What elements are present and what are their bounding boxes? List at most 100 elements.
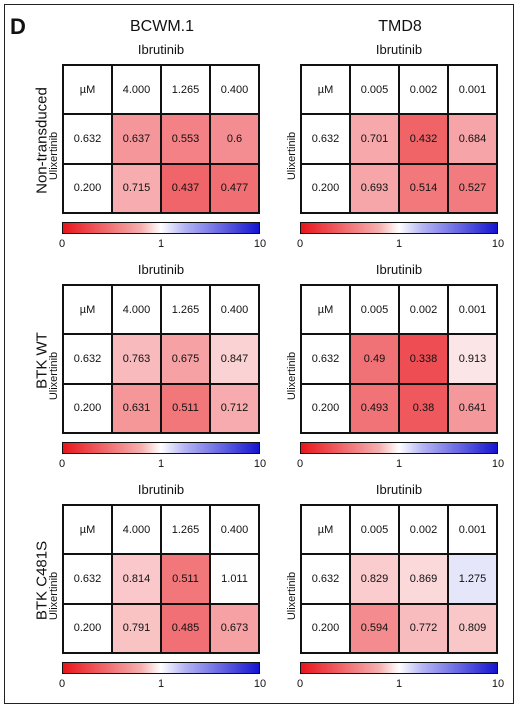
heatmap-cell: 0.693 — [350, 163, 399, 213]
drug-side-label: Ulixertinib — [48, 351, 60, 401]
ulixertinib-dose-0: 0.632 — [63, 114, 112, 164]
heatmap-cell: 0.553 — [161, 114, 210, 164]
heatmap-panel-5: µM 0.005 0.002 0.001 0.632 0.829 0.869 1.275 0.2… — [300, 504, 498, 654]
heatmap-cell: 0.772 — [399, 603, 448, 653]
colorbar-tick: 10 — [253, 238, 267, 250]
figure-frame — [4, 4, 514, 704]
heatmap-cell: 0.493 — [350, 383, 399, 433]
column-title-tmd8: TMD8 — [378, 18, 422, 35]
ibrutinib-dose-2: 0.400 — [210, 505, 259, 555]
heatmap-cell: 0.338 — [399, 334, 448, 384]
colorbar-tick: 1 — [395, 678, 403, 690]
colorbar: 0 1 10 — [59, 442, 266, 472]
heatmap-cell: 0.594 — [350, 603, 399, 653]
ibrutinib-dose-0: 0.005 — [350, 505, 399, 555]
drug-top-label: Ibrutinib — [137, 262, 185, 277]
unit-cell: µM — [301, 505, 350, 555]
heatmap-cell: 0.511 — [161, 554, 210, 604]
ibrutinib-dose-1: 1.265 — [161, 285, 210, 335]
colorbar-tick: 10 — [253, 678, 267, 690]
colorbar-gradient — [62, 662, 260, 674]
heatmap-panel-4: µM 4.000 1.265 0.400 0.632 0.814 0.511 1.011 0.2… — [62, 504, 260, 654]
drug-top-label: Ibrutinib — [137, 482, 185, 497]
unit-cell: µM — [63, 505, 112, 555]
panel-letter: D — [10, 14, 26, 39]
colorbar-tick: 1 — [395, 238, 403, 250]
ulixertinib-dose-1: 0.200 — [63, 163, 112, 213]
heatmap-cell: 0.913 — [448, 334, 497, 384]
ibrutinib-dose-1: 1.265 — [161, 505, 210, 555]
heatmap-cell: 0.675 — [161, 334, 210, 384]
heatmap-cell: 0.763 — [112, 334, 161, 384]
drug-top-label: Ibrutinib — [375, 482, 423, 497]
colorbar-gradient — [62, 442, 260, 454]
ulixertinib-dose-1: 0.200 — [301, 383, 350, 433]
heatmap-cell: 0.637 — [112, 114, 161, 164]
colorbar-tick: 0 — [58, 458, 66, 470]
heatmap-cell: 0.791 — [112, 603, 161, 653]
ibrutinib-dose-0: 4.000 — [112, 505, 161, 555]
drug-side-label: Ulixertinib — [286, 131, 298, 181]
heatmap-cell: 0.641 — [448, 383, 497, 433]
colorbar-tick: 0 — [296, 238, 304, 250]
colorbar-tick: 0 — [296, 458, 304, 470]
ibrutinib-dose-1: 1.265 — [161, 65, 210, 115]
heatmap-cell: 1.011 — [210, 554, 259, 604]
ulixertinib-dose-0: 0.632 — [301, 334, 350, 384]
colorbar-tick: 1 — [157, 678, 165, 690]
colorbar-gradient — [300, 222, 498, 234]
heatmap-panel-3: µM 0.005 0.002 0.001 0.632 0.49 0.338 0.913 0.20… — [300, 284, 498, 434]
ulixertinib-dose-1: 0.200 — [301, 163, 350, 213]
colorbar-gradient — [300, 662, 498, 674]
ulixertinib-dose-1: 0.200 — [301, 603, 350, 653]
heatmap-cell: 0.673 — [210, 603, 259, 653]
colorbar-tick: 0 — [296, 678, 304, 690]
colorbar-tick: 1 — [395, 458, 403, 470]
heatmap-cell: 0.511 — [161, 383, 210, 433]
ulixertinib-dose-0: 0.632 — [63, 334, 112, 384]
heatmap-cell: 0.437 — [161, 163, 210, 213]
heatmap-cell: 0.701 — [350, 114, 399, 164]
ibrutinib-dose-0: 4.000 — [112, 285, 161, 335]
heatmap-cell: 0.6 — [210, 114, 259, 164]
drug-side-label: Ulixertinib — [48, 571, 60, 621]
unit-cell: µM — [63, 65, 112, 115]
colorbar-tick: 1 — [157, 458, 165, 470]
colorbar: 0 1 10 — [297, 222, 504, 252]
colorbar-tick: 10 — [491, 678, 505, 690]
colorbar-tick: 0 — [58, 678, 66, 690]
heatmap-cell: 0.715 — [112, 163, 161, 213]
unit-cell: µM — [301, 285, 350, 335]
ibrutinib-dose-0: 0.005 — [350, 65, 399, 115]
heatmap-panel-1: µM 0.005 0.002 0.001 0.632 0.701 0.432 0.684 0.2… — [300, 64, 498, 214]
heatmap-cell: 0.829 — [350, 554, 399, 604]
heatmap-cell: 0.809 — [448, 603, 497, 653]
ibrutinib-dose-2: 0.001 — [448, 65, 497, 115]
heatmap-cell: 0.432 — [399, 114, 448, 164]
ibrutinib-dose-2: 0.400 — [210, 65, 259, 115]
ulixertinib-dose-0: 0.632 — [63, 554, 112, 604]
drug-side-label: Ulixertinib — [286, 351, 298, 401]
colorbar-tick: 1 — [157, 238, 165, 250]
heatmap-cell: 0.49 — [350, 334, 399, 384]
ulixertinib-dose-1: 0.200 — [63, 603, 112, 653]
heatmap-cell: 0.477 — [210, 163, 259, 213]
heatmap-cell: 0.38 — [399, 383, 448, 433]
ibrutinib-dose-1: 0.002 — [399, 285, 448, 335]
ibrutinib-dose-2: 0.001 — [448, 505, 497, 555]
drug-top-label: Ibrutinib — [375, 262, 423, 277]
ibrutinib-dose-0: 4.000 — [112, 65, 161, 115]
heatmap-cell: 0.847 — [210, 334, 259, 384]
ibrutinib-dose-2: 0.001 — [448, 285, 497, 335]
colorbar: 0 1 10 — [59, 222, 266, 252]
heatmap-cell: 1.275 — [448, 554, 497, 604]
column-title-bcwm1: BCWM.1 — [130, 18, 194, 35]
heatmap-cell: 0.869 — [399, 554, 448, 604]
colorbar: 0 1 10 — [297, 442, 504, 472]
colorbar: 0 1 10 — [297, 662, 504, 692]
drug-top-label: Ibrutinib — [137, 42, 185, 57]
drug-side-label: Ulixertinib — [48, 131, 60, 181]
colorbar-tick: 10 — [491, 238, 505, 250]
heatmap-cell: 0.814 — [112, 554, 161, 604]
drug-side-label: Ulixertinib — [286, 571, 298, 621]
